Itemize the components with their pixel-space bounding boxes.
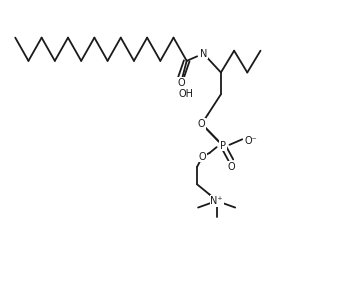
Text: O: O (177, 78, 185, 88)
Text: O⁻: O⁻ (244, 136, 257, 146)
Text: OH: OH (179, 89, 194, 99)
Text: N⁺: N⁺ (210, 196, 223, 206)
Text: O: O (198, 119, 206, 129)
Text: O: O (199, 152, 206, 162)
Text: N: N (200, 49, 207, 59)
Text: O: O (227, 162, 235, 172)
Text: P: P (220, 141, 226, 151)
